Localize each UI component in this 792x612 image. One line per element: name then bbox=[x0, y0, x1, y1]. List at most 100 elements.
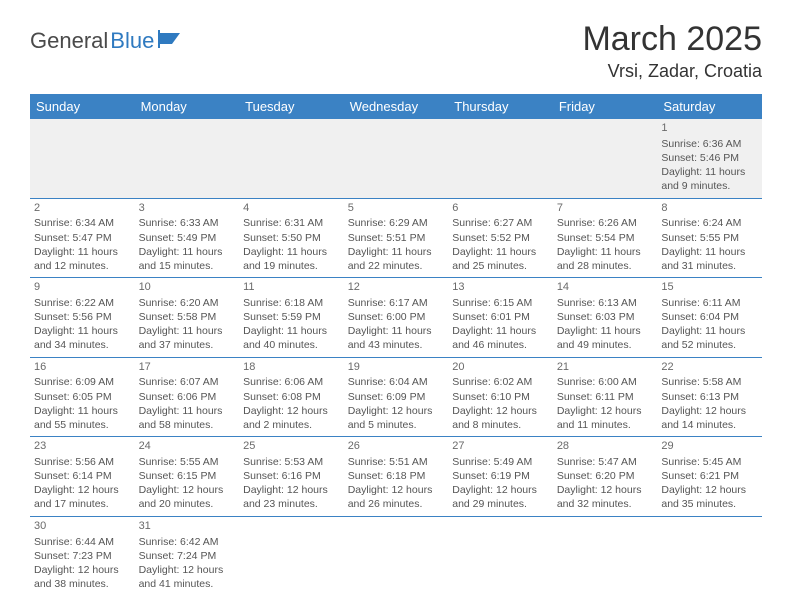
sunset-text: Sunset: 5:59 PM bbox=[243, 310, 340, 324]
month-title: March 2025 bbox=[582, 20, 762, 59]
daylight-text: Daylight: 12 hours and 11 minutes. bbox=[557, 404, 654, 432]
sunrise-text: Sunrise: 5:51 AM bbox=[348, 455, 445, 469]
day-number: 29 bbox=[661, 439, 758, 454]
day-number: 18 bbox=[243, 360, 340, 375]
sunset-text: Sunset: 6:15 PM bbox=[139, 469, 236, 483]
day-header: Tuesday bbox=[239, 94, 344, 119]
daylight-text: Daylight: 11 hours and 12 minutes. bbox=[34, 245, 131, 273]
day-number: 31 bbox=[139, 519, 236, 534]
sunrise-text: Sunrise: 6:36 AM bbox=[661, 137, 758, 151]
sunrise-text: Sunrise: 5:55 AM bbox=[139, 455, 236, 469]
daylight-text: Daylight: 12 hours and 8 minutes. bbox=[452, 404, 549, 432]
calendar-cell: 20Sunrise: 6:02 AMSunset: 6:10 PMDayligh… bbox=[448, 357, 553, 437]
daylight-text: Daylight: 11 hours and 28 minutes. bbox=[557, 245, 654, 273]
daylight-text: Daylight: 11 hours and 19 minutes. bbox=[243, 245, 340, 273]
sunrise-text: Sunrise: 6:18 AM bbox=[243, 296, 340, 310]
calendar-cell: 12Sunrise: 6:17 AMSunset: 6:00 PMDayligh… bbox=[344, 278, 449, 358]
daylight-text: Daylight: 12 hours and 26 minutes. bbox=[348, 483, 445, 511]
daylight-text: Daylight: 12 hours and 20 minutes. bbox=[139, 483, 236, 511]
calendar-row: 23Sunrise: 5:56 AMSunset: 6:14 PMDayligh… bbox=[30, 437, 762, 517]
calendar-cell: 9Sunrise: 6:22 AMSunset: 5:56 PMDaylight… bbox=[30, 278, 135, 358]
sunrise-text: Sunrise: 6:13 AM bbox=[557, 296, 654, 310]
daylight-text: Daylight: 11 hours and 31 minutes. bbox=[661, 245, 758, 273]
calendar-cell bbox=[448, 516, 553, 595]
sunrise-text: Sunrise: 6:07 AM bbox=[139, 375, 236, 389]
calendar-cell bbox=[553, 516, 658, 595]
sunset-text: Sunset: 6:18 PM bbox=[348, 469, 445, 483]
sunset-text: Sunset: 6:16 PM bbox=[243, 469, 340, 483]
day-number: 5 bbox=[348, 201, 445, 216]
calendar-cell bbox=[344, 516, 449, 595]
day-number: 17 bbox=[139, 360, 236, 375]
sunset-text: Sunset: 6:04 PM bbox=[661, 310, 758, 324]
day-number: 21 bbox=[557, 360, 654, 375]
calendar-cell: 24Sunrise: 5:55 AMSunset: 6:15 PMDayligh… bbox=[135, 437, 240, 517]
sunrise-text: Sunrise: 5:47 AM bbox=[557, 455, 654, 469]
daylight-text: Daylight: 12 hours and 35 minutes. bbox=[661, 483, 758, 511]
day-number: 14 bbox=[557, 280, 654, 295]
calendar-row: 2Sunrise: 6:34 AMSunset: 5:47 PMDaylight… bbox=[30, 198, 762, 278]
sunset-text: Sunset: 5:52 PM bbox=[452, 231, 549, 245]
calendar-cell bbox=[553, 119, 658, 198]
day-number: 28 bbox=[557, 439, 654, 454]
sunrise-text: Sunrise: 6:11 AM bbox=[661, 296, 758, 310]
day-number: 13 bbox=[452, 280, 549, 295]
day-number: 22 bbox=[661, 360, 758, 375]
calendar-row: 1Sunrise: 6:36 AMSunset: 5:46 PMDaylight… bbox=[30, 119, 762, 198]
sunrise-text: Sunrise: 6:22 AM bbox=[34, 296, 131, 310]
sunrise-text: Sunrise: 6:09 AM bbox=[34, 375, 131, 389]
sunset-text: Sunset: 5:47 PM bbox=[34, 231, 131, 245]
sunset-text: Sunset: 6:21 PM bbox=[661, 469, 758, 483]
daylight-text: Daylight: 11 hours and 22 minutes. bbox=[348, 245, 445, 273]
daylight-text: Daylight: 11 hours and 46 minutes. bbox=[452, 324, 549, 352]
calendar-cell: 17Sunrise: 6:07 AMSunset: 6:06 PMDayligh… bbox=[135, 357, 240, 437]
day-header: Monday bbox=[135, 94, 240, 119]
daylight-text: Daylight: 11 hours and 9 minutes. bbox=[661, 165, 758, 193]
daylight-text: Daylight: 11 hours and 34 minutes. bbox=[34, 324, 131, 352]
day-header: Saturday bbox=[657, 94, 762, 119]
sunrise-text: Sunrise: 6:42 AM bbox=[139, 535, 236, 549]
sunrise-text: Sunrise: 6:31 AM bbox=[243, 216, 340, 230]
day-number: 30 bbox=[34, 519, 131, 534]
sunrise-text: Sunrise: 6:06 AM bbox=[243, 375, 340, 389]
day-number: 15 bbox=[661, 280, 758, 295]
calendar-cell: 15Sunrise: 6:11 AMSunset: 6:04 PMDayligh… bbox=[657, 278, 762, 358]
calendar-cell bbox=[135, 119, 240, 198]
sunrise-text: Sunrise: 6:44 AM bbox=[34, 535, 131, 549]
calendar-cell: 21Sunrise: 6:00 AMSunset: 6:11 PMDayligh… bbox=[553, 357, 658, 437]
sunset-text: Sunset: 6:20 PM bbox=[557, 469, 654, 483]
sunset-text: Sunset: 6:05 PM bbox=[34, 390, 131, 404]
sunset-text: Sunset: 6:08 PM bbox=[243, 390, 340, 404]
sunset-text: Sunset: 6:00 PM bbox=[348, 310, 445, 324]
sunset-text: Sunset: 5:55 PM bbox=[661, 231, 758, 245]
calendar-cell bbox=[239, 119, 344, 198]
sunset-text: Sunset: 6:01 PM bbox=[452, 310, 549, 324]
daylight-text: Daylight: 11 hours and 25 minutes. bbox=[452, 245, 549, 273]
sunrise-text: Sunrise: 6:29 AM bbox=[348, 216, 445, 230]
day-number: 8 bbox=[661, 201, 758, 216]
calendar-cell bbox=[448, 119, 553, 198]
daylight-text: Daylight: 11 hours and 55 minutes. bbox=[34, 404, 131, 432]
daylight-text: Daylight: 11 hours and 40 minutes. bbox=[243, 324, 340, 352]
calendar-cell: 31Sunrise: 6:42 AMSunset: 7:24 PMDayligh… bbox=[135, 516, 240, 595]
day-number: 12 bbox=[348, 280, 445, 295]
sunset-text: Sunset: 6:06 PM bbox=[139, 390, 236, 404]
day-number: 26 bbox=[348, 439, 445, 454]
daylight-text: Daylight: 11 hours and 49 minutes. bbox=[557, 324, 654, 352]
calendar-cell: 23Sunrise: 5:56 AMSunset: 6:14 PMDayligh… bbox=[30, 437, 135, 517]
sunrise-text: Sunrise: 6:26 AM bbox=[557, 216, 654, 230]
sunrise-text: Sunrise: 6:34 AM bbox=[34, 216, 131, 230]
calendar-cell: 14Sunrise: 6:13 AMSunset: 6:03 PMDayligh… bbox=[553, 278, 658, 358]
sunrise-text: Sunrise: 5:56 AM bbox=[34, 455, 131, 469]
sunset-text: Sunset: 5:49 PM bbox=[139, 231, 236, 245]
calendar-cell: 30Sunrise: 6:44 AMSunset: 7:23 PMDayligh… bbox=[30, 516, 135, 595]
day-number: 7 bbox=[557, 201, 654, 216]
calendar-cell: 8Sunrise: 6:24 AMSunset: 5:55 PMDaylight… bbox=[657, 198, 762, 278]
daylight-text: Daylight: 12 hours and 23 minutes. bbox=[243, 483, 340, 511]
day-number: 1 bbox=[661, 121, 758, 136]
calendar-cell: 26Sunrise: 5:51 AMSunset: 6:18 PMDayligh… bbox=[344, 437, 449, 517]
sunset-text: Sunset: 6:13 PM bbox=[661, 390, 758, 404]
daylight-text: Daylight: 12 hours and 32 minutes. bbox=[557, 483, 654, 511]
sunset-text: Sunset: 6:11 PM bbox=[557, 390, 654, 404]
daylight-text: Daylight: 12 hours and 29 minutes. bbox=[452, 483, 549, 511]
